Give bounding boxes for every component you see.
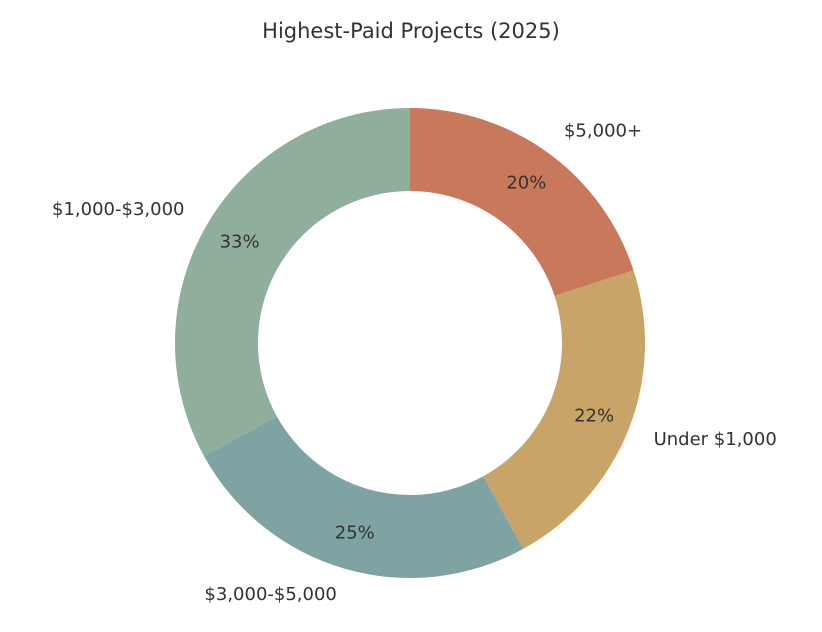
category-label-under-1-000: Under $1,000 <box>654 429 777 450</box>
labels-group: 20% $5,000+ 22% Under $1,000 25% $3,000-$5,00… <box>52 121 777 606</box>
category-label-1-000-3-000: $1,000-$3,000 <box>52 199 184 220</box>
percent-label-1-000-3-000: 33% <box>220 232 260 253</box>
category-label-5-000: $5,000+ <box>564 121 642 142</box>
chart-title: Highest-Paid Projects (2025) <box>262 19 560 43</box>
percent-label-under-1-000: 22% <box>574 405 614 426</box>
percent-label-5-000: 20% <box>506 172 546 193</box>
slice-under-1-000 <box>483 270 645 549</box>
slices-group <box>175 108 645 578</box>
slice-1-000-3-000 <box>175 108 410 457</box>
slice-3-000-5-000 <box>204 416 524 578</box>
slice-5-000 <box>410 108 634 297</box>
percent-label-3-000-5-000: 25% <box>335 523 375 544</box>
category-label-3-000-5-000: $3,000-$5,000 <box>204 584 336 605</box>
